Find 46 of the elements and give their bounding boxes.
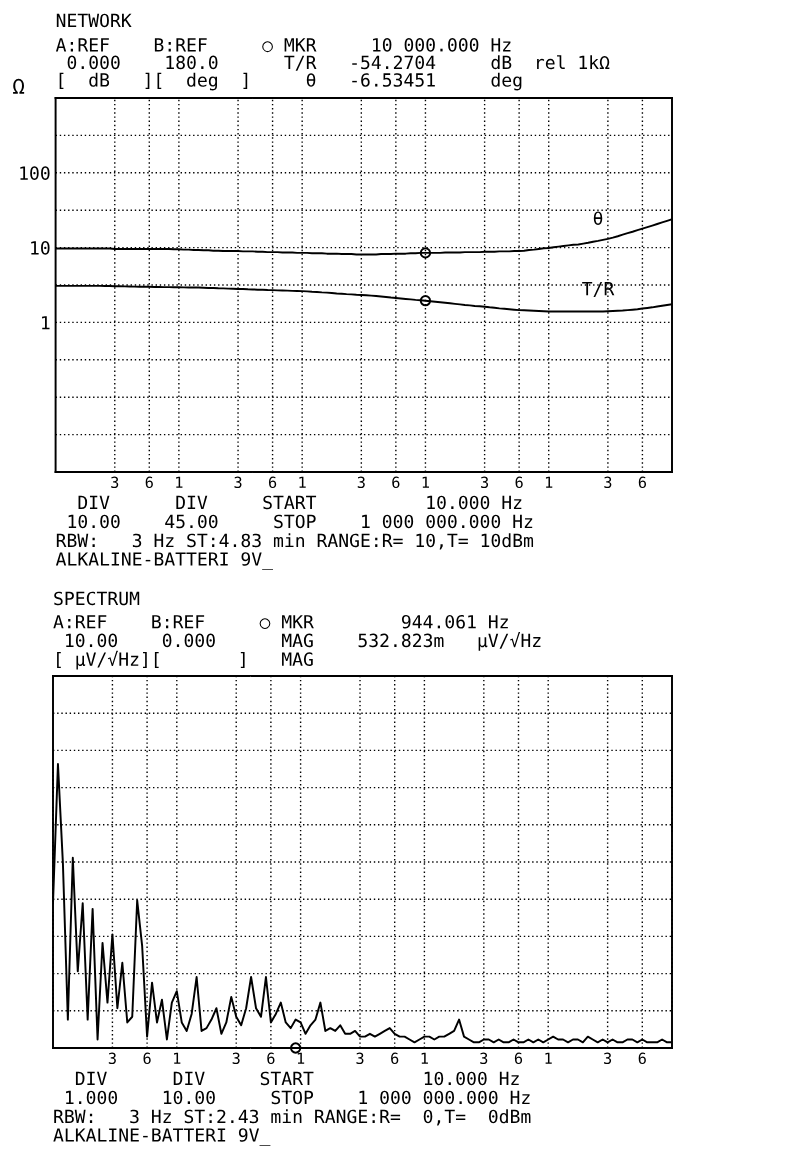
- text: DIV DIV START 10.000 Hz: [75, 1071, 519, 1086]
- y-tick-label: 100: [20, 166, 50, 180]
- x-tick-label: 1: [545, 476, 553, 488]
- y-tick-label: 1: [42, 316, 50, 330]
- x-tick-label: 3: [232, 1052, 240, 1065]
- x-tick-label: 6: [392, 476, 400, 489]
- x-tick-label: 6: [143, 1052, 151, 1065]
- x-tick-label: 1: [297, 1052, 305, 1064]
- x-tick-label: 1: [299, 476, 306, 488]
- x-tick-label: 3: [604, 476, 612, 489]
- text: RBW: 3 Hz ST:2.43 min RANGE:R= 0,T= 0dBm: [54, 1109, 531, 1126]
- chart-subtitle: A:REF B:REF ○ MKR 944.061 Hz 10.00 0.000 MAG 532.823m µV/√Hz [ µV/√Hz][ ] MAG: [53, 614, 541, 670]
- x-tick-label: 6: [638, 1052, 646, 1065]
- x-tick-label: 3: [481, 476, 489, 489]
- x-tick-label: 3: [357, 476, 365, 489]
- x-tick-label: 3: [604, 1052, 612, 1065]
- x-tick-label: 6: [514, 1052, 523, 1065]
- x-tick-label: 6: [638, 476, 647, 489]
- chart-subtitle: A:REF B:REF ○ MKR 10 000.000 Hz 0.000 180.0 T/R -54.2704 dB rel 1kΩ [ dB ][ deg ] θ -6.53451 deg: [55, 38, 610, 91]
- series-label: θ: [593, 211, 603, 225]
- x-tick-label: 3: [108, 1052, 116, 1065]
- series-label: T/R: [582, 282, 615, 297]
- x-tick-label: 1: [174, 1052, 181, 1064]
- text: DIV DIV START 10.000 Hz: [78, 495, 522, 510]
- text: 1.000 10.00 STOP 1 000 000.000 Hz: [66, 1090, 530, 1105]
- text: ALKALINE-BATTERI 9V_: [53, 1128, 271, 1146]
- x-tick-label: 1: [176, 476, 183, 488]
- x-tick-label: 1: [545, 1052, 552, 1064]
- y-tick-label: 10: [31, 241, 50, 255]
- x-tick-label: 1: [421, 1052, 428, 1064]
- chart-title: NETWORK: [56, 13, 132, 28]
- x-tick-label: 6: [267, 1052, 275, 1065]
- x-tick-label: 6: [515, 476, 523, 489]
- x-tick-label: 3: [356, 1052, 364, 1065]
- x-tick-label: 3: [480, 1052, 488, 1065]
- y-axis-title: Ω: [13, 78, 25, 94]
- x-tick-label: 6: [145, 476, 153, 489]
- x-tick-label: 3: [111, 476, 119, 489]
- chart-title: SPECTRUM: [54, 591, 140, 606]
- x-tick-label: 3: [234, 476, 242, 489]
- text: ALKALINE-BATTERI 9V_: [55, 552, 274, 570]
- text: RBW: 3 Hz ST:4.83 min RANGE:R= 10,T= 10dBm: [56, 533, 534, 550]
- x-tick-label: 1: [422, 476, 429, 488]
- text: 10.00 45.00 STOP 1 000 000.000 Hz: [68, 514, 533, 529]
- x-tick-label: 6: [391, 1052, 399, 1065]
- x-tick-label: 6: [268, 476, 277, 489]
